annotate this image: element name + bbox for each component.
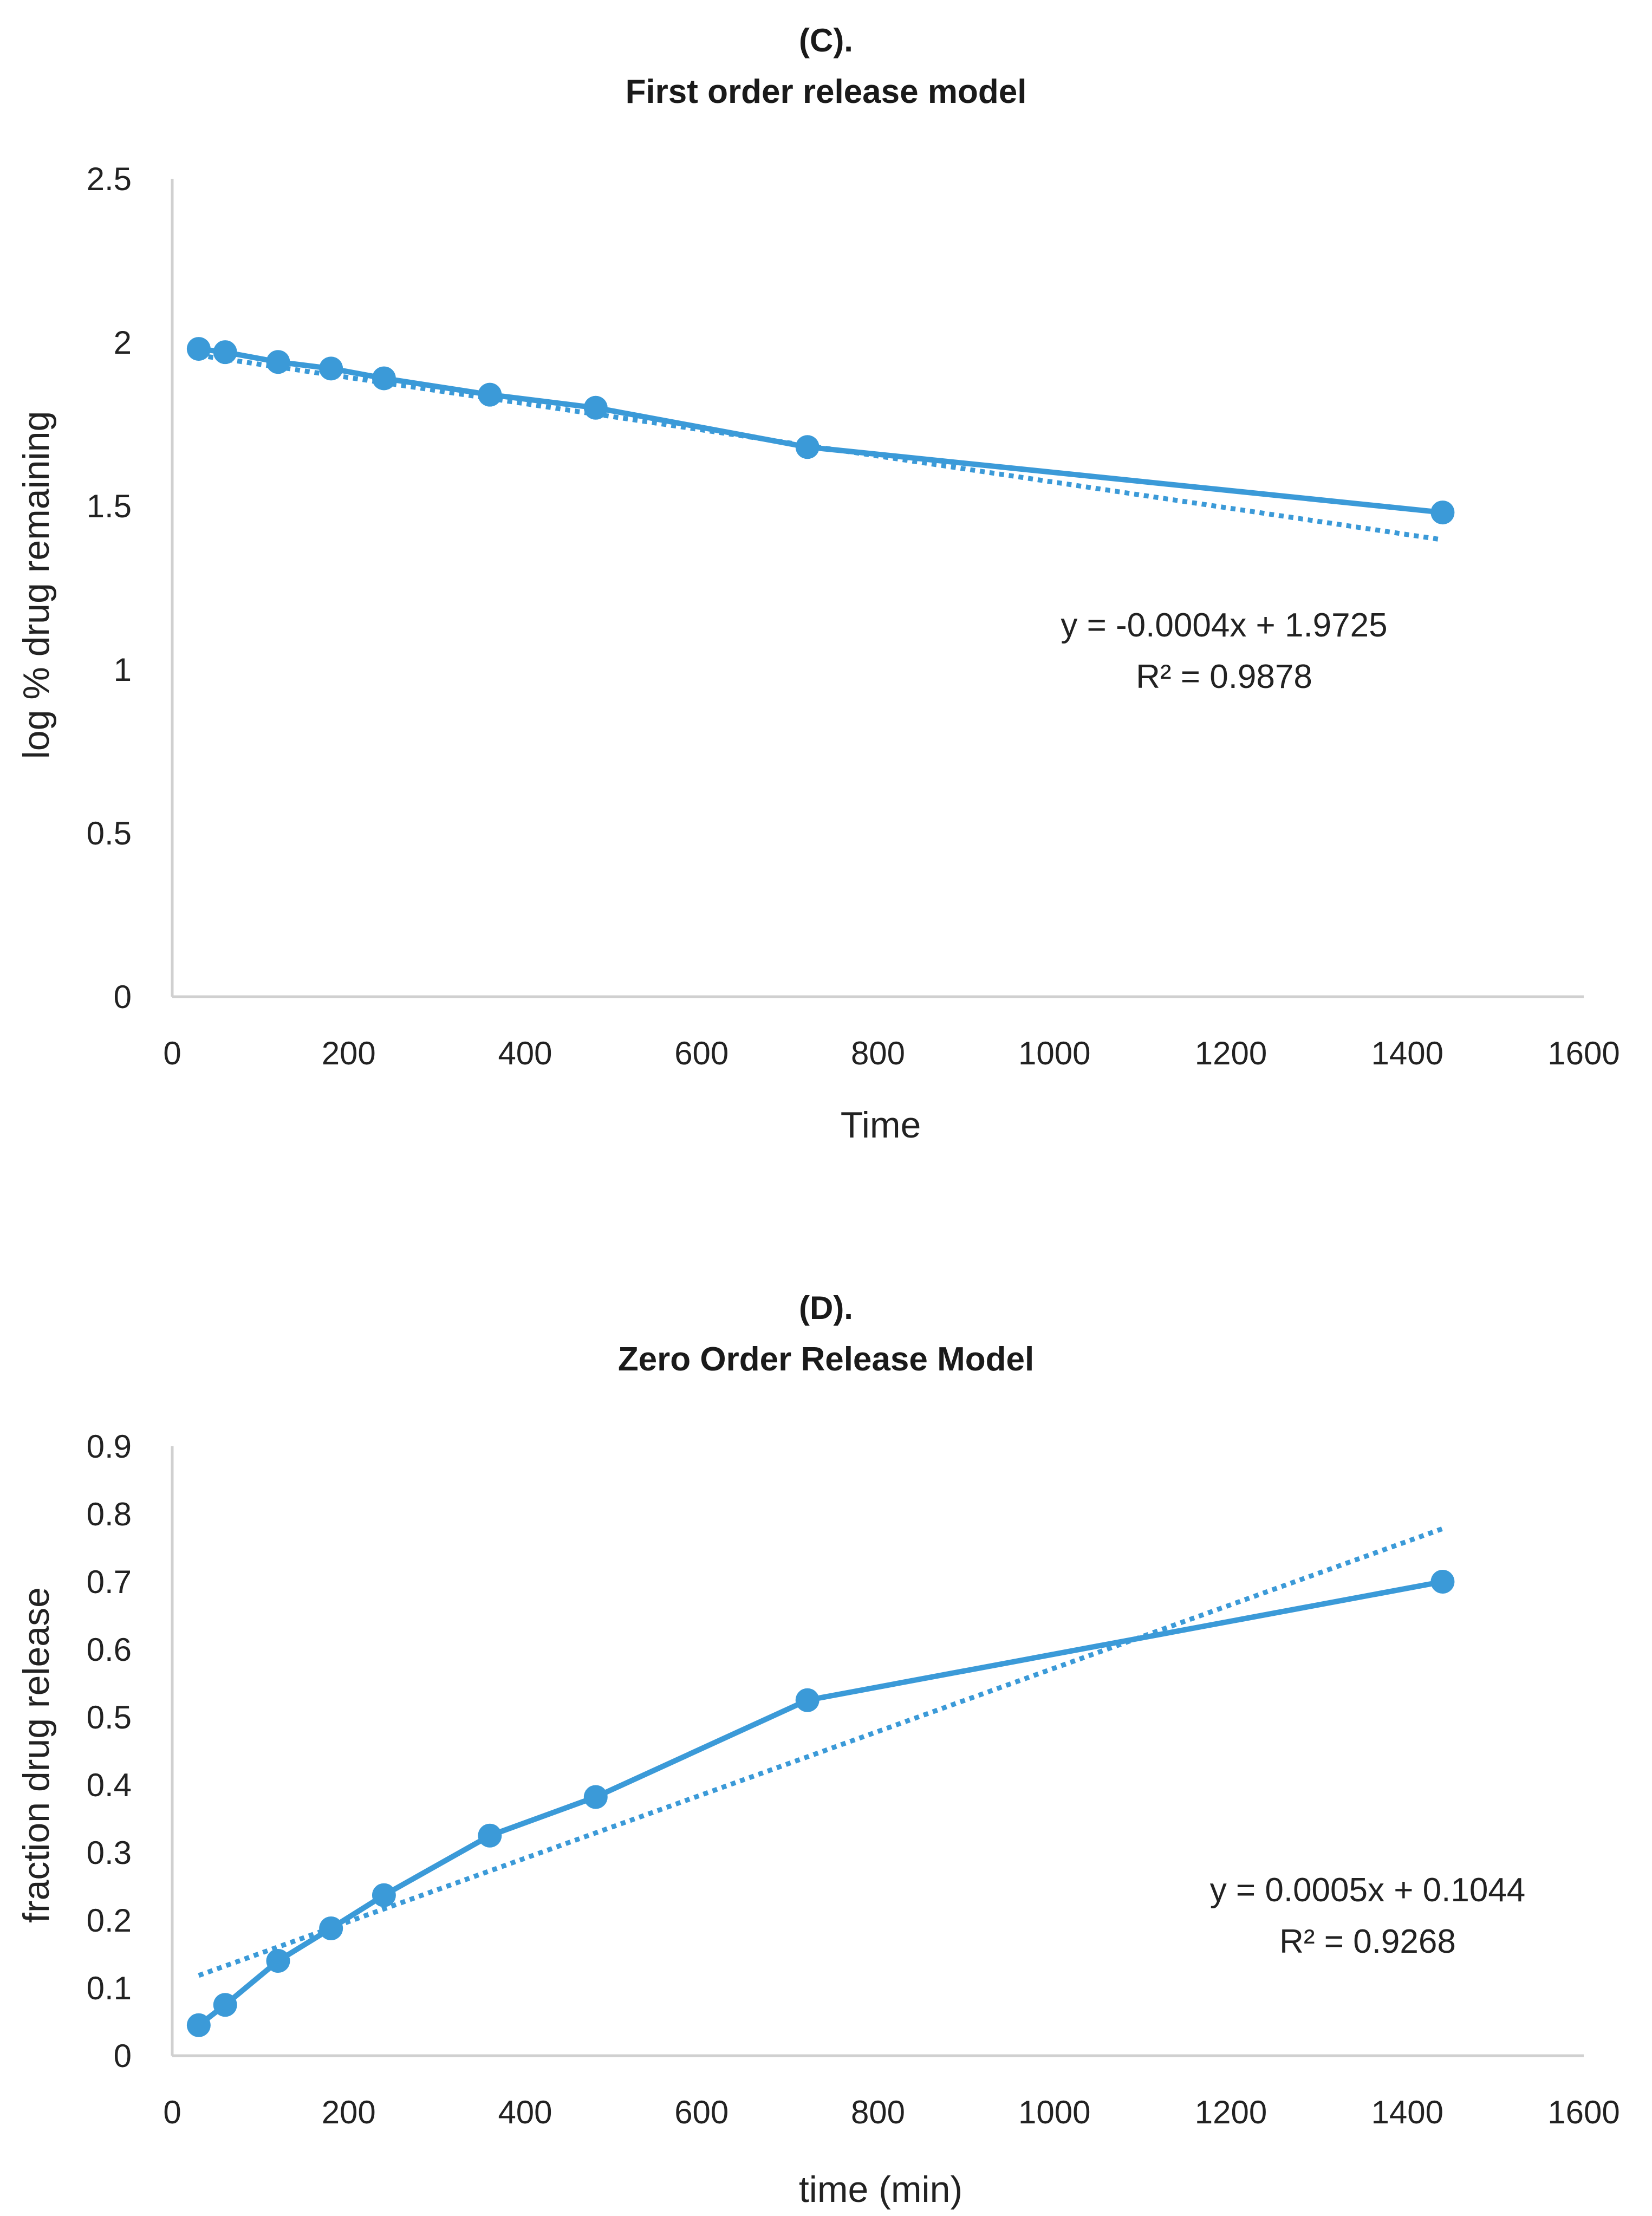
x-tick-label: 1400 (1371, 2094, 1443, 2130)
chart-title: Zero Order Release Model (618, 1341, 1034, 1378)
y-tick-label: 0.3 (87, 1835, 132, 1871)
y-axis-label: fraction drug release (16, 1587, 57, 1923)
chart-label: (D). (799, 1290, 853, 1326)
data-point (795, 1688, 820, 1712)
y-tick-label: 2.5 (87, 161, 132, 197)
trendline-r2: R² = 0.9268 (1279, 1923, 1456, 1960)
y-axis-label: log % drug remaining (16, 411, 57, 759)
y-tick-label: 0.5 (87, 815, 132, 852)
y-tick-label: 0.7 (87, 1564, 132, 1600)
x-tick-label: 200 (322, 2094, 376, 2130)
x-tick-label: 1200 (1195, 1035, 1267, 1071)
x-tick-label: 800 (851, 2094, 905, 2130)
x-tick-label: 400 (498, 2094, 552, 2130)
trendline-equation: y = -0.0004x + 1.9725 (1061, 607, 1387, 644)
x-tick-label: 800 (851, 1035, 905, 1071)
series (186, 1570, 1455, 2037)
data-point (372, 366, 396, 391)
axes (171, 179, 1584, 998)
x-tick-label: 0 (163, 2094, 181, 2130)
data-point (213, 340, 237, 365)
y-tick-label: 0 (114, 979, 132, 1015)
tick-labels: 0 200 400 600 800 1000 1200 1400 1600 0 0.1 0.2 0.3 0… (87, 1428, 1620, 2130)
data-point (1430, 1570, 1455, 1594)
x-tick-label: 1600 (1547, 1035, 1620, 1071)
x-tick-label: 1400 (1371, 1035, 1443, 1071)
x-axis-label: time (min) (799, 2169, 962, 2210)
y-tick-label: 0.9 (87, 1428, 132, 1465)
x-tick-label: 600 (674, 1035, 729, 1071)
trendline-equation: y = 0.0005x + 0.1044 (1210, 1871, 1526, 1909)
y-tick-label: 0.2 (87, 1902, 132, 1939)
y-tick-label: 0.4 (87, 1767, 132, 1803)
data-point (319, 356, 343, 381)
x-tick-label: 400 (498, 1035, 552, 1071)
y-tick-label: 0.6 (87, 1632, 132, 1668)
chart-first-order: (C). First order release model log % dru… (16, 22, 1620, 1146)
data-point (186, 337, 211, 361)
x-tick-label: 1600 (1547, 2094, 1620, 2130)
x-tick-label: 1200 (1195, 2094, 1267, 2130)
data-point (583, 1785, 608, 1809)
data-point (213, 1993, 237, 2017)
chart-title: First order release model (626, 73, 1027, 111)
data-point (186, 2013, 211, 2037)
trendline-r2: R² = 0.9878 (1136, 658, 1312, 696)
data-point (266, 350, 290, 374)
y-tick-label: 1.5 (87, 488, 132, 524)
data-point (795, 435, 820, 459)
y-tick-label: 1 (114, 652, 132, 688)
x-axis-label: Time (841, 1104, 921, 1146)
x-tick-label: 1000 (1018, 2094, 1090, 2130)
chart-zero-order: (D). Zero Order Release Model fraction d… (16, 1290, 1620, 2210)
x-tick-label: 1000 (1018, 1035, 1090, 1071)
data-point (372, 1883, 396, 1907)
data-point (319, 1916, 343, 1940)
x-tick-label: 0 (163, 1035, 181, 1071)
chart-label: (C). (799, 22, 853, 59)
y-tick-label: 0 (114, 2038, 132, 2074)
tick-labels: 0 200 400 600 800 1000 1200 1400 1600 0 0.5 1 1.5 2 2.… (87, 161, 1620, 1071)
y-tick-label: 0.8 (87, 1496, 132, 1532)
axes (171, 1446, 1584, 2057)
series-line (197, 1579, 1443, 2027)
data-point (583, 395, 608, 420)
data-point (478, 1823, 502, 1848)
data-point (1430, 501, 1455, 525)
data-point (266, 1949, 290, 1973)
y-tick-label: 0.5 (87, 1699, 132, 1736)
x-tick-label: 600 (674, 2094, 729, 2130)
series (186, 337, 1455, 525)
y-tick-label: 2 (114, 324, 132, 361)
y-tick-label: 0.1 (87, 1970, 132, 2006)
x-tick-label: 200 (322, 1035, 376, 1071)
data-point (478, 382, 502, 407)
